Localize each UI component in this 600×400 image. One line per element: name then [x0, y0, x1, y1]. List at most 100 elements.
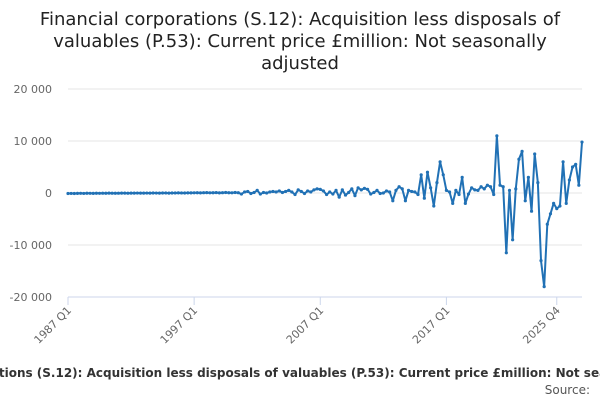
data-point[interactable]	[416, 192, 420, 197]
data-point[interactable]	[97, 191, 102, 195]
data-point[interactable]	[324, 192, 329, 197]
data-point[interactable]	[233, 190, 237, 195]
data-point[interactable]	[309, 190, 313, 194]
data-point[interactable]	[391, 199, 395, 203]
data-point[interactable]	[214, 190, 218, 195]
data-point[interactable]	[217, 191, 221, 195]
data-point[interactable]	[195, 191, 199, 195]
data-point[interactable]	[242, 190, 247, 194]
data-point[interactable]	[343, 193, 348, 197]
data-point[interactable]	[198, 191, 203, 195]
data-point[interactable]	[334, 188, 338, 192]
data-point[interactable]	[473, 188, 477, 192]
data-point[interactable]	[520, 149, 524, 153]
data-point[interactable]	[120, 191, 124, 195]
data-point[interactable]	[570, 165, 575, 169]
data-point[interactable]	[315, 187, 319, 191]
data-point[interactable]	[425, 170, 430, 174]
data-point[interactable]	[438, 160, 442, 164]
data-point[interactable]	[265, 191, 269, 195]
data-point[interactable]	[173, 191, 177, 195]
data-point[interactable]	[362, 186, 367, 190]
data-point[interactable]	[148, 191, 152, 195]
data-point[interactable]	[558, 204, 562, 208]
data-point[interactable]	[283, 189, 288, 194]
data-point[interactable]	[94, 191, 98, 195]
data-point[interactable]	[492, 192, 496, 197]
data-point[interactable]	[189, 191, 193, 195]
data-point[interactable]	[167, 191, 171, 195]
data-point[interactable]	[110, 191, 114, 195]
data-point[interactable]	[271, 189, 275, 194]
data-point[interactable]	[85, 191, 89, 195]
data-point[interactable]	[66, 191, 70, 196]
data-point[interactable]	[413, 190, 417, 194]
data-point[interactable]	[123, 191, 127, 195]
data-point[interactable]	[350, 187, 354, 191]
data-point[interactable]	[372, 190, 376, 195]
data-point[interactable]	[274, 190, 278, 194]
data-point[interactable]	[536, 181, 540, 185]
data-point[interactable]	[328, 190, 332, 194]
data-point[interactable]	[406, 188, 411, 192]
data-point[interactable]	[529, 209, 534, 213]
data-point[interactable]	[255, 188, 259, 192]
data-point[interactable]	[470, 186, 474, 190]
data-point[interactable]	[211, 191, 215, 195]
data-point[interactable]	[476, 188, 480, 192]
data-point[interactable]	[145, 191, 149, 195]
data-point[interactable]	[101, 191, 105, 195]
data-point[interactable]	[239, 192, 244, 196]
data-point[interactable]	[548, 212, 553, 216]
data-point[interactable]	[202, 191, 206, 195]
data-point[interactable]	[142, 191, 146, 195]
data-point[interactable]	[400, 187, 404, 191]
data-point[interactable]	[378, 191, 382, 196]
data-point[interactable]	[564, 201, 568, 205]
data-point[interactable]	[318, 187, 322, 191]
data-point[interactable]	[82, 191, 86, 196]
data-point[interactable]	[561, 160, 565, 164]
data-point[interactable]	[104, 191, 108, 195]
data-point[interactable]	[296, 188, 300, 192]
data-point[interactable]	[208, 191, 212, 195]
data-point[interactable]	[359, 188, 363, 192]
data-point[interactable]	[432, 204, 436, 208]
data-point[interactable]	[555, 207, 559, 211]
data-point[interactable]	[533, 152, 537, 156]
data-point[interactable]	[381, 191, 385, 195]
data-point[interactable]	[91, 191, 95, 195]
data-point[interactable]	[369, 192, 373, 196]
data-point[interactable]	[454, 188, 458, 192]
data-point[interactable]	[321, 189, 326, 193]
data-point[interactable]	[113, 191, 117, 195]
data-point[interactable]	[444, 188, 448, 192]
data-point[interactable]	[517, 157, 521, 161]
data-point[interactable]	[463, 201, 467, 205]
data-point[interactable]	[129, 191, 133, 195]
data-point[interactable]	[466, 192, 471, 196]
data-point[interactable]	[457, 192, 461, 197]
data-point[interactable]	[230, 191, 234, 195]
data-point[interactable]	[135, 191, 139, 195]
data-point[interactable]	[365, 187, 370, 191]
data-point[interactable]	[435, 181, 439, 185]
data-point[interactable]	[460, 175, 464, 179]
data-point[interactable]	[290, 190, 294, 194]
data-point[interactable]	[302, 191, 307, 196]
data-point[interactable]	[186, 191, 190, 195]
data-point[interactable]	[72, 191, 76, 196]
data-point[interactable]	[183, 191, 187, 195]
data-point[interactable]	[224, 190, 228, 195]
data-point[interactable]	[280, 190, 285, 195]
data-point[interactable]	[429, 186, 433, 190]
data-point[interactable]	[507, 188, 512, 192]
data-point[interactable]	[539, 259, 543, 263]
data-point[interactable]	[312, 188, 316, 192]
data-point[interactable]	[422, 196, 426, 200]
data-point[interactable]	[567, 178, 571, 182]
data-point[interactable]	[138, 191, 143, 195]
data-point[interactable]	[384, 189, 389, 193]
data-point[interactable]	[75, 191, 80, 195]
data-point[interactable]	[258, 192, 262, 196]
